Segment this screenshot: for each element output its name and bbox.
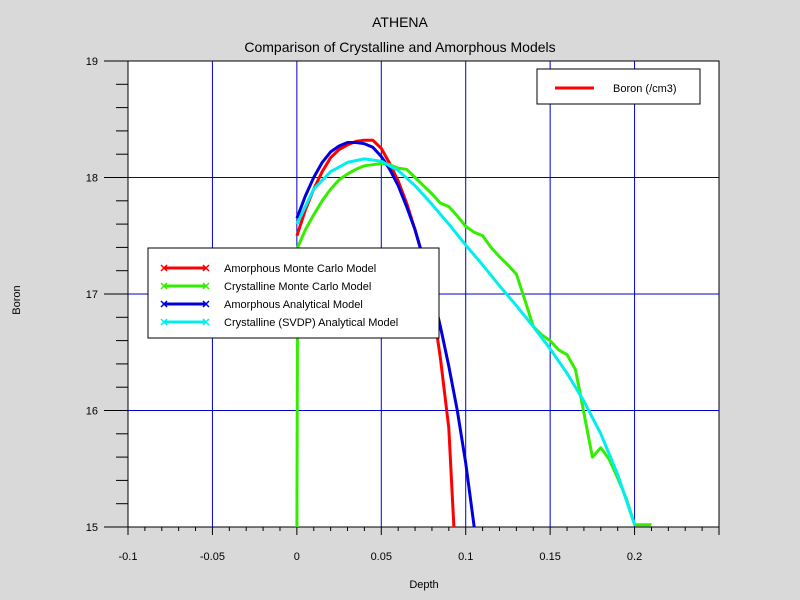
legend-label-3: Amorphous Analytical Model bbox=[224, 299, 363, 311]
x-tick-label: 0.15 bbox=[539, 551, 560, 563]
y-tick-label: 17 bbox=[86, 289, 98, 301]
series-line-4 bbox=[295, 157, 637, 526]
x-tick-label: -0.05 bbox=[200, 551, 225, 563]
x-tick-label: 0.05 bbox=[371, 551, 392, 563]
x-tick-label: 0 bbox=[294, 551, 300, 563]
y-tick-label: 16 bbox=[86, 406, 98, 418]
x-axis-label: Depth bbox=[409, 579, 438, 591]
y-tick-label: 19 bbox=[86, 56, 98, 68]
legend-label-1: Amorphous Monte Carlo Model bbox=[224, 263, 376, 275]
y-tick-label: 18 bbox=[86, 173, 98, 185]
legend-top-right-label: Boron (/cm3) bbox=[613, 83, 677, 95]
x-tick-label: 0.2 bbox=[627, 551, 642, 563]
legend-marker-icon bbox=[202, 318, 210, 326]
legend: Amorphous Monte Carlo Model Crystalline M… bbox=[147, 247, 440, 339]
grid bbox=[128, 61, 719, 527]
legend-marker-icon bbox=[160, 264, 168, 272]
chart-title: ATHENA bbox=[372, 14, 428, 30]
legend-marker-icon bbox=[202, 264, 210, 272]
legend-marker-icon bbox=[202, 300, 210, 308]
legend-top-right: Boron (/cm3) bbox=[536, 68, 701, 105]
axis-ticks: -0.1 -0.05 0 0.05 0.1 0.15 0.2 15 16 17 18 19 bbox=[86, 56, 720, 563]
legend-marker-icon bbox=[160, 282, 168, 290]
chart-subtitle: Comparison of Crystalline and Amorphous … bbox=[244, 39, 555, 55]
series-line-2 bbox=[295, 162, 652, 528]
x-tick-label: -0.1 bbox=[119, 551, 138, 563]
y-tick-label: 15 bbox=[86, 522, 98, 534]
legend-marker-icon bbox=[202, 282, 210, 290]
x-tick-label: 0.1 bbox=[458, 551, 473, 563]
legend-marker-icon bbox=[160, 300, 168, 308]
legend-marker-icon bbox=[160, 318, 168, 326]
legend-label-4: Crystalline (SVDP) Analytical Model bbox=[224, 317, 398, 329]
legend-label-2: Crystalline Monte Carlo Model bbox=[224, 281, 371, 293]
y-axis-label: Boron bbox=[11, 285, 23, 314]
